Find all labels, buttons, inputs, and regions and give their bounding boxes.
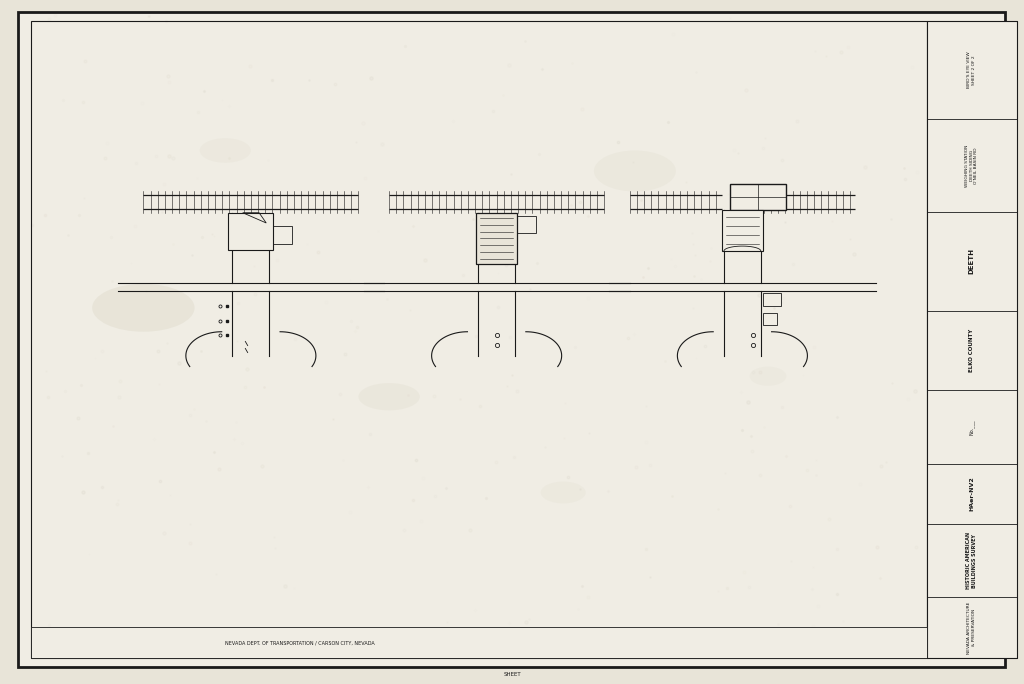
Bar — [273, 226, 292, 244]
Text: NEVADA ARCHITECTURE
& PRESERVATION: NEVADA ARCHITECTURE & PRESERVATION — [968, 601, 976, 654]
Bar — [31, 21, 927, 658]
Bar — [722, 210, 763, 251]
Text: No.___: No.___ — [969, 419, 975, 435]
Bar — [763, 293, 781, 306]
Ellipse shape — [92, 284, 195, 332]
Bar — [927, 21, 1017, 658]
Bar — [763, 313, 777, 325]
Ellipse shape — [541, 482, 586, 503]
Text: HISTORIC AMERICAN
BUILDINGS SURVEY: HISTORIC AMERICAN BUILDINGS SURVEY — [967, 532, 977, 590]
Ellipse shape — [594, 150, 676, 192]
Bar — [31, 627, 927, 658]
Ellipse shape — [200, 138, 251, 163]
Ellipse shape — [358, 383, 420, 410]
Bar — [730, 184, 786, 210]
Bar — [517, 216, 536, 233]
Bar — [228, 213, 273, 250]
Text: SHEET: SHEET — [503, 672, 521, 677]
Text: DEETH: DEETH — [969, 248, 975, 274]
Bar — [476, 213, 517, 264]
Text: ELKO COUNTY: ELKO COUNTY — [970, 329, 974, 372]
Text: BIRD'S EYE VIEW
SHEET 2 OF 2: BIRD'S EYE VIEW SHEET 2 OF 2 — [968, 51, 976, 88]
Ellipse shape — [750, 367, 786, 386]
Text: HAer-NV2: HAer-NV2 — [970, 477, 974, 511]
Text: NEVADA DEPT. OF TRANSPORTATION / CARSON CITY, NEVADA: NEVADA DEPT. OF TRANSPORTATION / CARSON … — [224, 640, 375, 645]
Text: WEIGHING STATION
DEETH SIDING
O'NEIL BASIN RD: WEIGHING STATION DEETH SIDING O'NEIL BAS… — [966, 144, 978, 187]
